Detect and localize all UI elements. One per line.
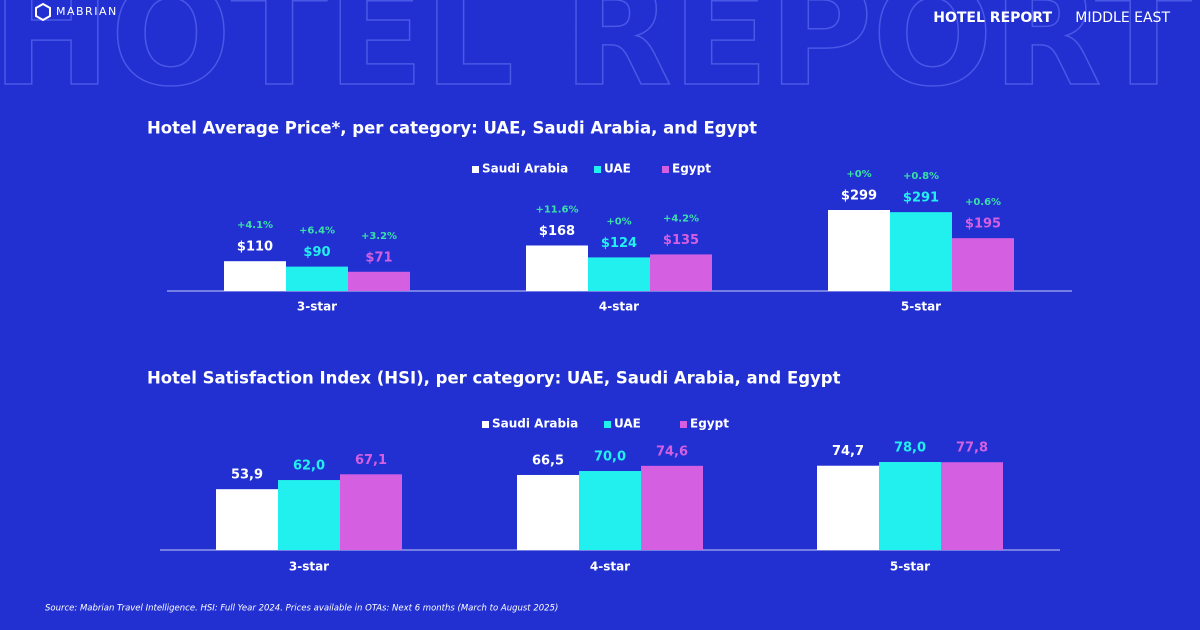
legend-label: UAE bbox=[604, 162, 631, 176]
legend-swatch bbox=[472, 166, 479, 173]
x-tick-label: 4-star bbox=[599, 300, 639, 314]
value-label: 70,0 bbox=[594, 450, 626, 465]
x-tick-label: 5-star bbox=[890, 560, 930, 574]
logo: MABRIAN bbox=[56, 5, 118, 18]
value-label: $299 bbox=[841, 189, 877, 204]
x-tick-label: 3-star bbox=[289, 560, 329, 574]
change-label: +0% bbox=[606, 216, 631, 227]
legend-label: Egypt bbox=[690, 417, 729, 431]
value-label: 74,6 bbox=[656, 444, 688, 459]
change-label: +0.6% bbox=[965, 197, 1001, 208]
bar bbox=[224, 261, 286, 291]
legend-swatch bbox=[662, 166, 669, 173]
bar bbox=[348, 271, 410, 291]
bar bbox=[517, 474, 579, 550]
value-label: $124 bbox=[601, 236, 637, 251]
change-label: +11.6% bbox=[535, 204, 578, 215]
report-title: HOTEL REPORT bbox=[933, 10, 1052, 26]
watermark: HOTEL REPORT bbox=[0, 0, 1192, 118]
legend-swatch bbox=[594, 166, 601, 173]
change-label: +4.2% bbox=[663, 213, 699, 224]
legend-label: UAE bbox=[614, 417, 641, 431]
bar bbox=[216, 489, 278, 550]
bar bbox=[890, 212, 952, 291]
bar bbox=[526, 245, 588, 291]
value-label: 74,7 bbox=[832, 444, 864, 459]
legend-label: Egypt bbox=[672, 162, 711, 176]
value-label: 77,8 bbox=[956, 441, 988, 456]
bar bbox=[641, 465, 703, 550]
bar bbox=[817, 465, 879, 550]
bar bbox=[952, 238, 1014, 291]
source: Source: Mabrian Travel Intelligence. HSI… bbox=[45, 604, 558, 614]
region: MIDDLE EAST bbox=[1075, 10, 1170, 26]
bar bbox=[286, 266, 348, 291]
legend-swatch bbox=[604, 421, 611, 428]
value-label: $291 bbox=[903, 191, 939, 206]
legend-swatch bbox=[680, 421, 687, 428]
change-label: +6.4% bbox=[299, 226, 335, 237]
bar bbox=[650, 254, 712, 291]
value-label: 62,0 bbox=[293, 459, 325, 474]
x-tick-label: 4-star bbox=[590, 560, 630, 574]
bar bbox=[340, 474, 402, 550]
bar bbox=[941, 462, 1003, 550]
value-label: $71 bbox=[365, 250, 392, 265]
legend-swatch bbox=[482, 421, 489, 428]
value-label: 53,9 bbox=[231, 468, 263, 483]
change-label: +0.8% bbox=[903, 171, 939, 182]
legend-label: Saudi Arabia bbox=[482, 162, 568, 176]
chart-title: Hotel Average Price*, per category: UAE,… bbox=[147, 119, 757, 138]
bar bbox=[278, 480, 340, 550]
value-label: $195 bbox=[965, 217, 1001, 232]
chart-title: Hotel Satisfaction Index (HSI), per cate… bbox=[147, 369, 841, 388]
value-label: 66,5 bbox=[532, 453, 564, 468]
bar bbox=[579, 471, 641, 550]
bar bbox=[588, 257, 650, 291]
change-label: +4.1% bbox=[237, 220, 273, 231]
x-tick-label: 5-star bbox=[901, 300, 941, 314]
logo-icon bbox=[35, 2, 51, 22]
change-label: +3.2% bbox=[361, 231, 397, 242]
value-label: 78,0 bbox=[894, 441, 926, 456]
value-label: $90 bbox=[303, 245, 330, 260]
x-tick-label: 3-star bbox=[297, 300, 337, 314]
legend-label: Saudi Arabia bbox=[492, 417, 578, 431]
bar bbox=[879, 462, 941, 550]
value-label: $135 bbox=[663, 233, 699, 248]
value-label: $110 bbox=[237, 240, 273, 255]
bar bbox=[828, 210, 890, 291]
value-label: 67,1 bbox=[355, 453, 387, 468]
value-label: $168 bbox=[539, 224, 575, 239]
change-label: +0% bbox=[846, 169, 871, 180]
